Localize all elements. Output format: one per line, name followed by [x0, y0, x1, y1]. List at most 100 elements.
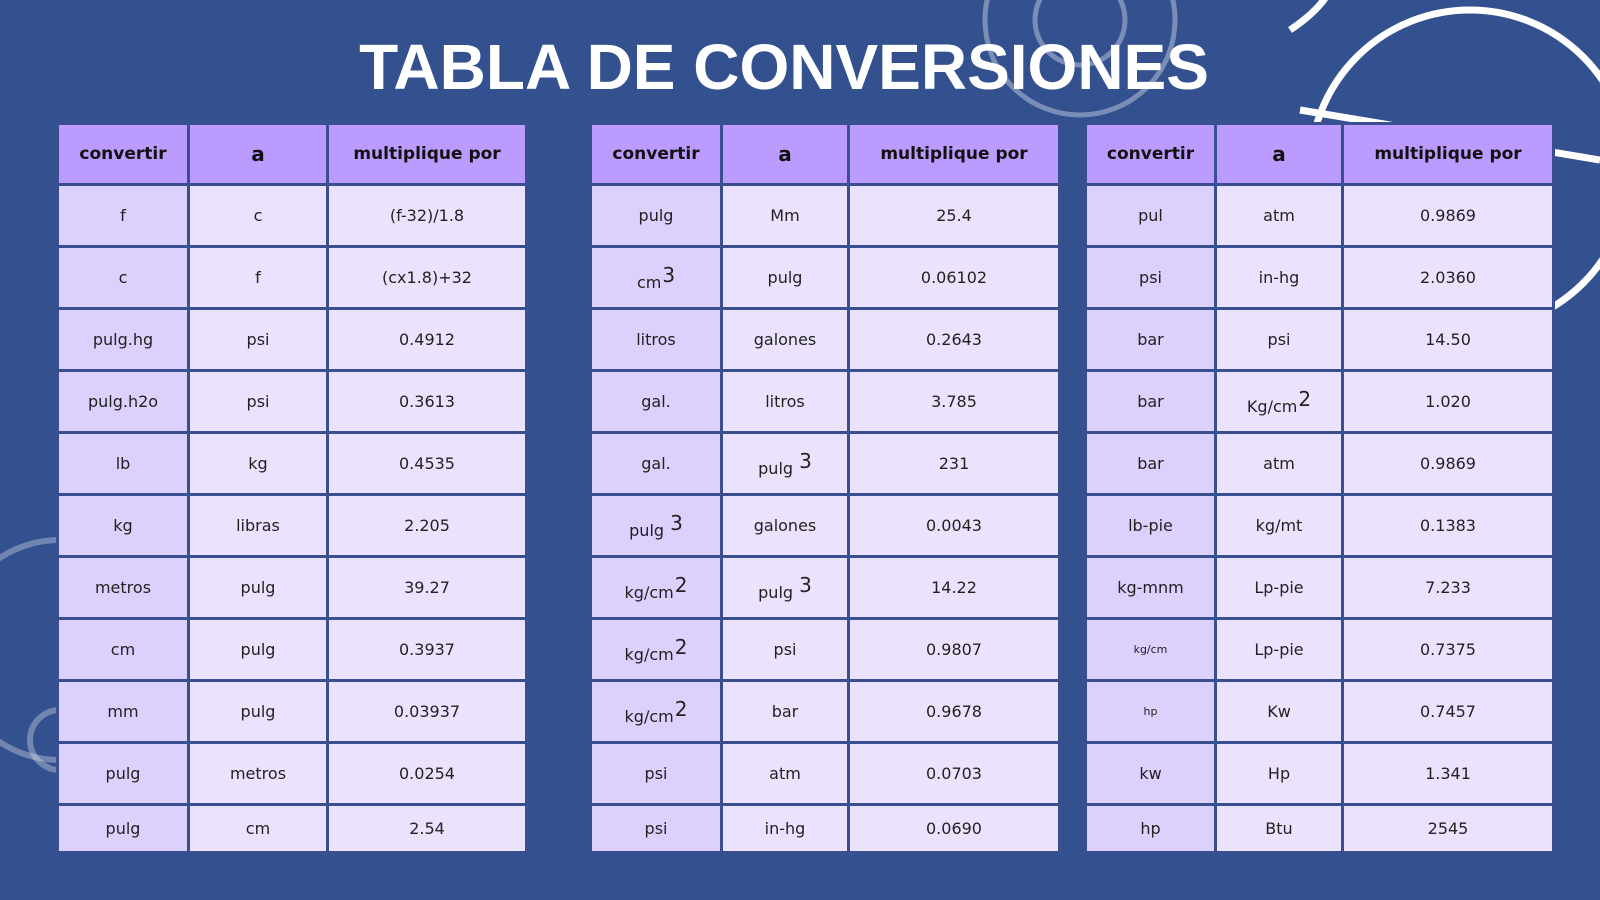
column-header: convertir — [589, 122, 723, 186]
from-unit-cell: kg-mnm — [1084, 555, 1217, 620]
header-row: convertir a multiplique por — [1084, 122, 1555, 186]
factor-cell: 3.785 — [847, 369, 1061, 434]
from-unit-cell: pulg — [56, 741, 190, 806]
to-unit-cell: pulg 3 — [720, 431, 850, 496]
from-unit-cell: bar — [1084, 307, 1217, 372]
header-row: convertir a multiplique por — [589, 122, 1061, 186]
from-unit-cell: psi — [1084, 245, 1217, 310]
to-unit-cell: c — [187, 183, 329, 248]
unit-text: cm — [636, 273, 662, 292]
table-row: mm pulg 0.03937 — [56, 679, 528, 744]
to-unit-cell: Btu — [1214, 803, 1344, 854]
unit-exponent: 2 — [674, 573, 688, 597]
factor-cell: 0.03937 — [326, 679, 528, 744]
to-unit-cell: pulg — [720, 245, 850, 310]
column-header: a — [1214, 122, 1344, 186]
factor-cell: 2545 — [1341, 803, 1555, 854]
table-row: hp Btu 2545 — [1084, 803, 1555, 854]
to-unit-cell: psi — [720, 617, 850, 682]
from-unit-cell: bar — [1084, 369, 1217, 434]
factor-cell: 14.50 — [1341, 307, 1555, 372]
factor-cell: 0.06102 — [847, 245, 1061, 310]
unit-exponent: 2 — [674, 635, 688, 659]
factor-cell: 0.9869 — [1341, 431, 1555, 496]
from-unit-cell: gal. — [589, 431, 723, 496]
table-row: gal. litros 3.785 — [589, 369, 1061, 434]
to-unit-cell: cm — [187, 803, 329, 854]
factor-cell: 25.4 — [847, 183, 1061, 248]
to-unit-cell: metros — [187, 741, 329, 806]
factor-cell: 0.4535 — [326, 431, 528, 496]
from-unit-cell: gal. — [589, 369, 723, 434]
from-unit-cell: bar — [1084, 431, 1217, 496]
table-row: pulg cm 2.54 — [56, 803, 528, 854]
factor-cell: 0.0254 — [326, 741, 528, 806]
factor-cell: 2.0360 — [1341, 245, 1555, 310]
from-unit-cell: pulg.hg — [56, 307, 190, 372]
column-header: convertir — [1084, 122, 1217, 186]
from-unit-cell: kg/cm — [1084, 617, 1217, 682]
table-row: pulg Mm 25.4 — [589, 183, 1061, 248]
unit-text: kg/cm — [624, 707, 674, 726]
factor-cell: 0.3613 — [326, 369, 528, 434]
from-unit-cell: psi — [589, 741, 723, 806]
table-row: cm pulg 0.3937 — [56, 617, 528, 682]
to-unit-cell: pulg — [187, 617, 329, 682]
header-row: convertir a multiplique por — [56, 122, 528, 186]
to-unit-cell: Lp-pie — [1214, 617, 1344, 682]
column-header: multiplique por — [847, 122, 1061, 186]
conversion-table-3: convertir a multiplique por pul atm 0.9869 psi… — [1084, 122, 1555, 854]
from-unit-cell: hp — [1084, 679, 1217, 744]
to-unit-cell: f — [187, 245, 329, 310]
to-unit-cell: atm — [1214, 183, 1344, 248]
to-unit-cell: galones — [720, 307, 850, 372]
from-unit-cell: mm — [56, 679, 190, 744]
to-unit-cell: Hp — [1214, 741, 1344, 806]
from-unit-cell: pul — [1084, 183, 1217, 248]
to-unit-cell: psi — [1214, 307, 1344, 372]
factor-cell: 231 — [847, 431, 1061, 496]
from-unit-cell: kg/cm2 — [589, 617, 723, 682]
factor-cell: 0.2643 — [847, 307, 1061, 372]
table-row: psi atm 0.0703 — [589, 741, 1061, 806]
to-unit-cell: kg/mt — [1214, 493, 1344, 558]
table-row: hp Kw 0.7457 — [1084, 679, 1555, 744]
unit-exponent: 2 — [674, 697, 688, 721]
from-unit-cell: lb — [56, 431, 190, 496]
factor-cell: 2.205 — [326, 493, 528, 558]
factor-cell: 0.0703 — [847, 741, 1061, 806]
table-row: bar Kg/cm2 1.020 — [1084, 369, 1555, 434]
from-unit-cell: kw — [1084, 741, 1217, 806]
table-row: psi in-hg 2.0360 — [1084, 245, 1555, 310]
from-unit-cell: psi — [589, 803, 723, 854]
factor-cell: 0.1383 — [1341, 493, 1555, 558]
factor-cell: 7.233 — [1341, 555, 1555, 620]
table-row: metros pulg 39.27 — [56, 555, 528, 620]
factor-cell: 0.7375 — [1341, 617, 1555, 682]
table-row: lb-pie kg/mt 0.1383 — [1084, 493, 1555, 558]
table-row: bar atm 0.9869 — [1084, 431, 1555, 496]
from-unit-cell: cm — [56, 617, 190, 682]
to-unit-cell: pulg 3 — [720, 555, 850, 620]
to-unit-cell: pulg — [187, 679, 329, 744]
from-unit-cell: pulg 3 — [589, 493, 723, 558]
table-row: c f (cx1.8)+32 — [56, 245, 528, 310]
to-unit-cell: psi — [187, 369, 329, 434]
from-unit-cell: f — [56, 183, 190, 248]
from-unit-cell: hp — [1084, 803, 1217, 854]
table-row: kg libras 2.205 — [56, 493, 528, 558]
table-row: kg/cm2 bar 0.9678 — [589, 679, 1061, 744]
to-unit-cell: libras — [187, 493, 329, 558]
from-unit-cell: pulg — [56, 803, 190, 854]
factor-cell: 1.020 — [1341, 369, 1555, 434]
to-unit-cell: atm — [1214, 431, 1344, 496]
table-row: bar psi 14.50 — [1084, 307, 1555, 372]
unit-exponent: 3 — [799, 573, 812, 597]
to-unit-cell: atm — [720, 741, 850, 806]
from-unit-cell: lb-pie — [1084, 493, 1217, 558]
factor-cell: 0.0043 — [847, 493, 1061, 558]
from-unit-cell: kg/cm2 — [589, 555, 723, 620]
unit-text: kg/cm — [624, 583, 674, 602]
table-row: psi in-hg 0.0690 — [589, 803, 1061, 854]
to-unit-cell: pulg — [187, 555, 329, 620]
